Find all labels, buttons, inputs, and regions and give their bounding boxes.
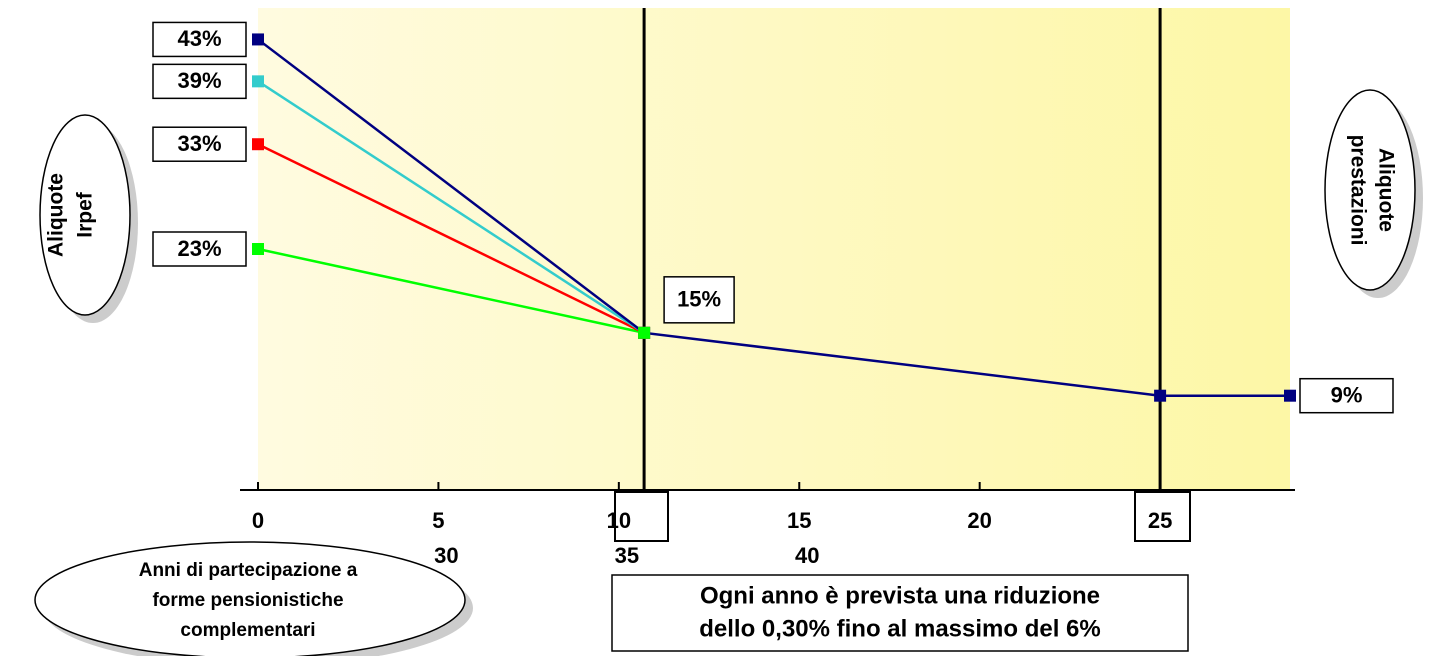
note-box <box>611 574 1189 652</box>
point <box>252 33 264 46</box>
label-ellipse <box>34 541 466 656</box>
value-label: 23% <box>177 236 221 261</box>
series-line <box>257 247 645 335</box>
y-label: prestazioni <box>1346 135 1369 246</box>
value-label: 15% <box>677 287 721 312</box>
y-label: Irpef <box>74 191 97 238</box>
x-tick-label: 5 <box>432 508 444 533</box>
point <box>638 326 651 339</box>
x-label: forme pensionistiche <box>152 590 343 611</box>
label-ellipse <box>39 114 131 316</box>
series-line <box>257 38 1290 397</box>
value-label: 43% <box>177 26 221 51</box>
point <box>1284 389 1296 402</box>
x-tick-label: 20 <box>967 508 991 533</box>
x-tick-label: 10 <box>607 508 631 533</box>
point <box>1154 389 1167 402</box>
x-tick-label: 40 <box>795 543 819 568</box>
label-ellipse <box>1324 89 1416 291</box>
label-box <box>1299 377 1394 414</box>
series-line <box>257 143 645 334</box>
value-label: 39% <box>177 68 221 93</box>
point <box>252 75 264 88</box>
x-label: complementari <box>180 620 315 641</box>
highlight-box <box>1134 491 1191 542</box>
x-tick-label: 35 <box>615 543 639 568</box>
series-line <box>257 80 645 334</box>
value-label: 9% <box>1331 383 1363 408</box>
point <box>252 243 264 255</box>
x-tick-label: 15 <box>787 508 811 533</box>
point <box>252 138 264 151</box>
label-box <box>663 276 735 324</box>
label-box <box>152 63 247 100</box>
x-tick-label: 25 <box>1148 508 1172 533</box>
value-label: 33% <box>177 131 221 156</box>
y-label: Aliquote <box>1374 148 1397 232</box>
x-tick-label: 30 <box>434 543 458 568</box>
label-box <box>152 21 247 58</box>
x-label: Anni di partecipazione a <box>139 560 358 581</box>
label-box <box>152 126 247 162</box>
note: Ogni anno è prevista una riduzione <box>700 582 1100 609</box>
x-tick-label: 0 <box>252 508 264 533</box>
plot-area <box>258 8 1290 490</box>
note: dello 0,30% fino al massimo del 6% <box>699 615 1100 642</box>
highlight-box <box>614 491 669 542</box>
y-label: Aliquote <box>45 173 68 257</box>
label-box <box>152 231 247 267</box>
